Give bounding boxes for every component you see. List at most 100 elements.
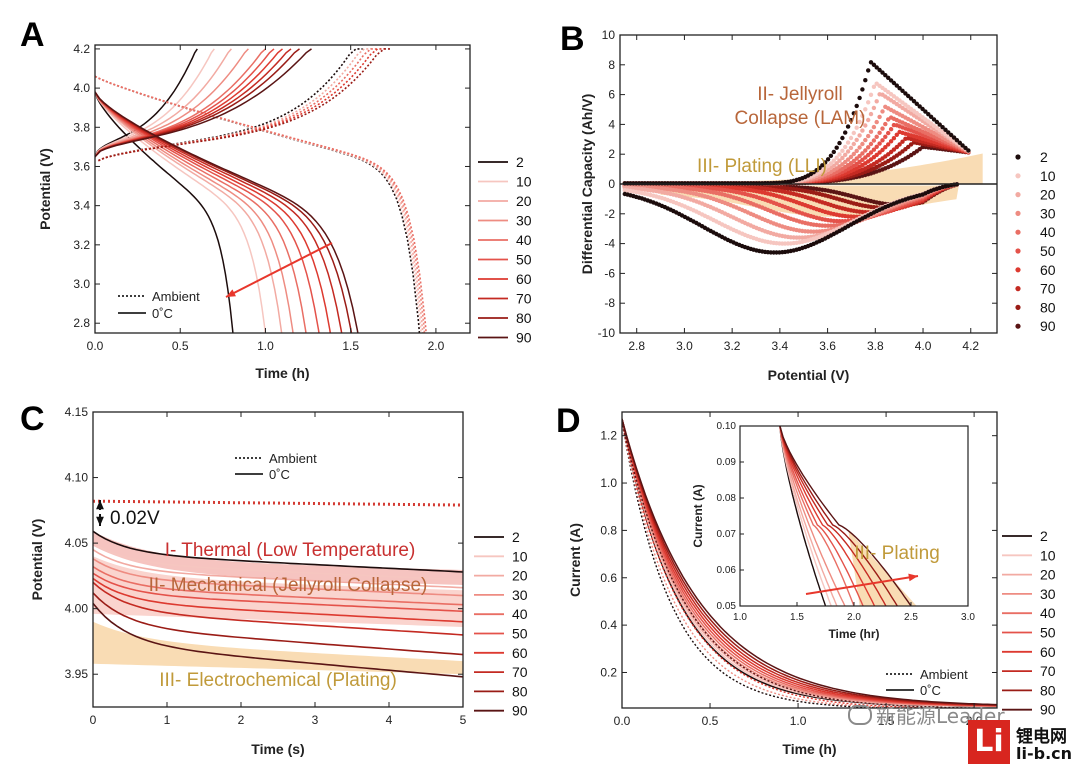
panel-c-x-tick-label: 5 — [460, 713, 467, 727]
panel-b-charge-point — [874, 99, 879, 104]
panel-a-y-tick-label: 3.0 — [73, 277, 90, 291]
panel-b-charge-point — [880, 70, 885, 75]
panel-b-charge-point — [900, 139, 905, 144]
panel-a-0c-charge — [95, 48, 232, 158]
panel-d-ambient-line — [622, 421, 965, 708]
panel-a-y-tick-label: 3.8 — [73, 120, 90, 134]
panel-b-charge-point — [903, 91, 908, 96]
panel-c-0c-line — [93, 530, 463, 573]
panel-d-y-axis-label: Current (A) — [567, 523, 583, 597]
panel-c-annotation-thermal: I- Thermal (Low Temperature) — [165, 540, 416, 561]
panel-c-plating-band — [93, 621, 463, 675]
panel-a-y-tick-label: 3.4 — [73, 199, 90, 213]
panel-d-inset-y-tick-label: 0.06 — [717, 565, 737, 576]
panel-d-legend-label: 70 — [1040, 663, 1056, 679]
panel-d-x-tick-label: 0.0 — [614, 714, 631, 728]
panel-b-legend-label: 50 — [1040, 243, 1056, 259]
panel-b-charge-point — [868, 150, 874, 155]
panel-a-0c-discharge — [95, 91, 343, 333]
panel-c-delta-arrow-down-head — [96, 516, 104, 526]
site-logo: Li — [968, 720, 1010, 764]
panel-b-legend-marker — [1015, 192, 1021, 198]
panel-b-charge-point — [883, 134, 888, 139]
panel-a-x-axis-label: Time (h) — [255, 365, 309, 381]
panel-a-legend-label: 2 — [516, 154, 524, 170]
panel-d-ambient-line — [622, 421, 997, 708]
panel-b-x-tick-label: 4.0 — [915, 339, 932, 353]
panel-b-charge-point — [949, 132, 954, 138]
panel-a-0c-discharge — [95, 91, 353, 333]
panel-b-legend-label: 20 — [1040, 187, 1056, 203]
panel-b-charge-point — [860, 141, 865, 147]
panel-b-charge-point — [843, 152, 848, 157]
panel-b-points — [622, 60, 983, 255]
panel-d-inset-line — [779, 426, 887, 606]
panel-c-y-tick-label: 4.05 — [65, 536, 89, 550]
site-url: li-b.cn — [1016, 744, 1073, 763]
panel-d-inset-line — [779, 426, 832, 606]
panel-b-charge-point — [897, 86, 902, 91]
panel-b-legend-marker — [1015, 173, 1021, 179]
panel-b-charge-point — [943, 127, 948, 132]
panel-b-charge-point — [906, 144, 911, 150]
panel-d-inset-annotation: III- Plating — [854, 543, 940, 564]
panel-d-legend-label: 10 — [1040, 547, 1056, 563]
panel-b-charge-point — [923, 109, 928, 114]
panel-a-legend-label: 40 — [516, 232, 532, 248]
panel-b-charge-point — [825, 163, 831, 169]
panel-a-0c-discharge — [95, 91, 283, 333]
panel-b-charge-point — [854, 148, 859, 154]
panel-d-inset-line — [779, 426, 898, 606]
panel-b-charge-point — [911, 99, 917, 104]
panel-b-legend-marker — [1015, 154, 1021, 160]
panel-c-x-axis-label: Time (s) — [251, 741, 304, 757]
panel-c-legend-label: 60 — [512, 645, 528, 661]
panel-b-x-tick-label: 4.2 — [962, 339, 979, 353]
panel-c-ambient-label: Ambient — [269, 451, 317, 466]
panel-b-charge-point — [888, 139, 894, 144]
panel-d-x-tick-label: 1.0 — [790, 714, 807, 728]
panel-b-charge-point — [845, 124, 851, 129]
panel-b-charge-point — [851, 141, 856, 147]
panel-b-legend-label: 60 — [1040, 262, 1056, 278]
panel-a-legend-label: 70 — [516, 291, 532, 307]
panel-b-y-tick-label: -8 — [604, 296, 615, 310]
panel-b-charge-point — [843, 144, 848, 150]
panel-b-legend-label: 10 — [1040, 168, 1056, 184]
panel-c-legend-label: 2 — [512, 529, 520, 545]
panel-c-0c-line — [93, 542, 463, 581]
panel-d-inset-line — [779, 426, 846, 606]
panel-c-legend-label: 40 — [512, 606, 528, 622]
panel-b-charge-point — [894, 132, 899, 137]
panel-d-inset-x-tick-label: 3.0 — [961, 612, 975, 623]
panel-b-charge-point — [840, 135, 845, 141]
panel-d-inset-curves — [779, 426, 917, 606]
panel-b-legend-label: 80 — [1040, 299, 1056, 315]
panel-b-x-tick-label: 3.6 — [819, 339, 836, 353]
panel-b-charge-point — [851, 111, 856, 116]
panel-d-inset-y-axis-label: Current (A) — [691, 484, 705, 547]
panel-a-legend-label: 80 — [516, 310, 532, 326]
panel-b-charge-fill — [696, 153, 983, 184]
panel-b-charge-point — [866, 117, 871, 123]
panel-b-charge-point — [823, 160, 828, 165]
panel-c-0c-line — [93, 602, 463, 678]
panel-d-curves — [622, 418, 997, 708]
panel-b-charge-point — [854, 156, 859, 161]
panel-a-0c-discharge — [95, 91, 307, 333]
panel-b-charge-point — [914, 101, 919, 107]
panel-b-charge-point — [900, 88, 905, 94]
panel-d-inset-x-tick-label: 1.0 — [733, 612, 747, 623]
panel-d-y-tick-label: 0.2 — [600, 665, 617, 679]
panel-b-charge-point — [886, 75, 891, 81]
panel-b-charge-point — [931, 117, 937, 122]
panel-b-x-axis-label: Potential (V) — [768, 367, 850, 383]
panel-c-0c-line — [93, 572, 463, 613]
panel-a-ambient-charge — [98, 48, 372, 162]
panel-c-delta-label: 0.02V — [110, 508, 160, 529]
panel-c-y-axis-label: Potential (V) — [29, 519, 45, 601]
panel-b-charge-point — [966, 148, 971, 153]
panel-b-y-tick-label: 8 — [608, 58, 615, 72]
panel-c-x-tick-label: 4 — [386, 713, 393, 727]
panel-b-charge-point — [888, 127, 894, 132]
